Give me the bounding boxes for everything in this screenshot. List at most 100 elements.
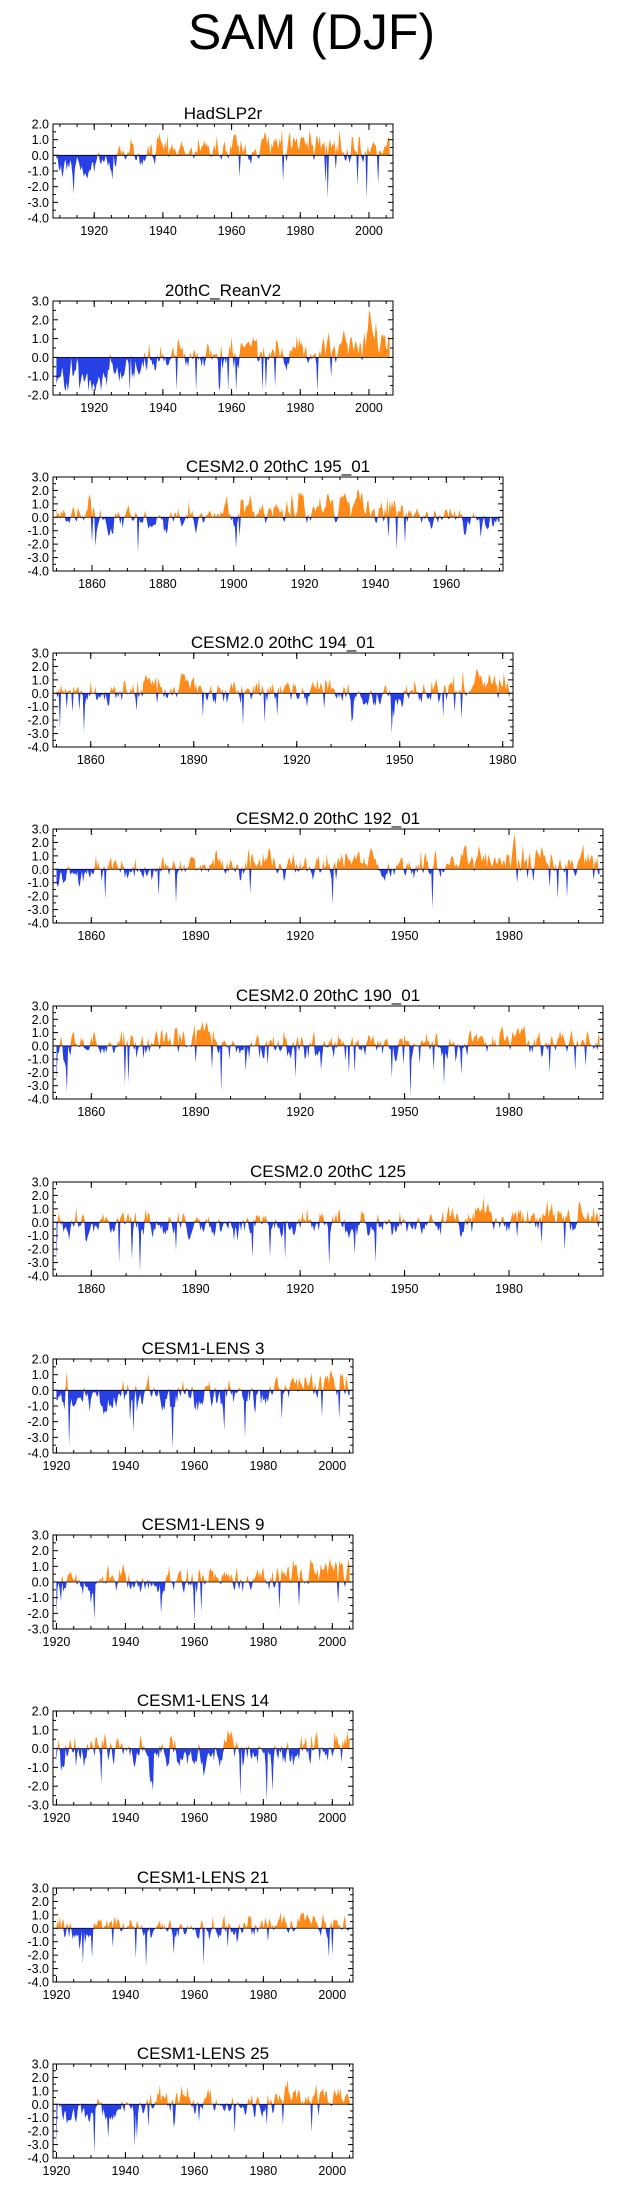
y-tick-label: -3.0 (27, 2138, 49, 2152)
x-tick-label: 1920 (80, 401, 108, 415)
x-tick-label: 1940 (112, 1988, 140, 2002)
x-tick-label: 1980 (249, 1811, 277, 1825)
y-tick-label: 0.0 (32, 1576, 49, 1590)
negative-anomaly-area (56, 2104, 350, 2153)
x-tick-label: 1860 (77, 929, 105, 943)
panel-title: CESM2.0 20thC 190_01 (236, 986, 420, 1005)
y-tick-label: 0.0 (32, 1216, 49, 1230)
y-tick-label: 0.0 (32, 1384, 49, 1398)
y-tick-label: -4.0 (27, 1447, 49, 1461)
panel-title: CESM1-LENS 14 (137, 1691, 269, 1710)
panel-title: 20thC_ReanV2 (165, 281, 281, 300)
x-tick-label: 1860 (77, 1105, 105, 1119)
x-tick-label: 1980 (249, 1635, 277, 1649)
y-tick-label: 3.0 (32, 647, 49, 661)
x-tick-label: 1980 (249, 2164, 277, 2178)
x-tick-label: 1920 (283, 753, 311, 767)
x-tick-label: 2000 (318, 2164, 346, 2178)
plot-frame (52, 1358, 354, 1454)
panel-title: HadSLP2r (184, 104, 263, 123)
x-tick-label: 1950 (386, 753, 414, 767)
y-tick-label: -1.0 (27, 1229, 49, 1243)
y-tick-label: 1.0 (32, 332, 49, 346)
y-tick-label: 0.0 (32, 1742, 49, 1756)
negative-anomaly-area (56, 1748, 350, 1802)
y-tick-label: -2.0 (27, 1607, 49, 1621)
x-tick-label: 1920 (286, 1105, 314, 1119)
panel-title: CESM2.0 20thC 195_01 (186, 457, 370, 476)
x-tick-label: 1920 (291, 577, 319, 591)
y-tick-label: -3.0 (27, 903, 49, 917)
x-tick-label: 1980 (249, 1988, 277, 2002)
x-tick-label: 1980 (495, 929, 523, 943)
plot-frame (52, 1005, 604, 1100)
y-tick-label: -1.0 (27, 1591, 49, 1605)
y-tick-label: 3.0 (32, 2058, 49, 2072)
y-tick-label: -4.0 (27, 1976, 49, 1990)
y-tick-label: 1.0 (32, 849, 49, 863)
y-tick-label: -2.0 (27, 890, 49, 904)
y-tick-label: 1.0 (32, 2084, 49, 2098)
negative-anomaly-area (56, 869, 600, 909)
y-tick-label: 3.0 (32, 1176, 49, 1190)
panel-title: CESM2.0 20thC 125 (250, 1162, 406, 1181)
positive-anomaly-area (56, 1022, 600, 1046)
panel-title: CESM1-LENS 3 (142, 1339, 265, 1358)
x-tick-label: 1960 (180, 1635, 208, 1649)
y-tick-label: 0.0 (32, 1039, 49, 1053)
panel-title: CESM1-LENS 9 (142, 1515, 265, 1534)
y-tick-label: 3.0 (32, 1529, 49, 1543)
y-tick-label: 1.0 (32, 133, 49, 147)
x-tick-label: 1940 (149, 401, 177, 415)
negative-anomaly-area (56, 1390, 350, 1450)
x-tick-label: 1940 (112, 1811, 140, 1825)
y-tick-label: -3.0 (27, 1431, 49, 1445)
negative-anomaly-area (56, 1928, 350, 1967)
x-tick-label: 1960 (180, 1988, 208, 2002)
x-tick-label: 1940 (362, 577, 390, 591)
plot-frame (52, 1181, 604, 1277)
y-tick-label: 0.0 (32, 2098, 49, 2112)
y-tick-label: -2.0 (27, 2125, 49, 2139)
x-tick-label: 2000 (318, 1988, 346, 2002)
panel-9: CESM1-LENS 9 3.02.0 1.0 0.0-1.0 -2.0 -3.01920… (27, 1515, 354, 1649)
y-tick-label: 1.0 (32, 673, 49, 687)
x-tick-label: 1980 (286, 224, 314, 238)
y-tick-label: 1.0 (32, 497, 49, 511)
panel-1: HadSLP2r 2.01.0 0.0 -1.0-2.0 -3.0 -4.0 1920 194… (27, 104, 394, 238)
y-tick-label: 3.0 (32, 471, 49, 485)
x-tick-label: 1920 (43, 1459, 71, 1473)
y-tick-label: -1.0 (27, 2111, 49, 2125)
panel-title: CESM2.0 20thC 192_01 (236, 809, 420, 828)
y-tick-label: 0.0 (32, 687, 49, 701)
plot-frame (52, 123, 394, 219)
x-tick-label: 1980 (249, 1459, 277, 1473)
x-tick-label: 1890 (180, 753, 208, 767)
positive-anomaly-area (56, 1558, 350, 1582)
y-tick-label: 1.0 (32, 1368, 49, 1382)
y-tick-label: 0.0 (32, 351, 49, 365)
panel-title: CESM2.0 20thC 194_01 (191, 633, 375, 652)
positive-anomaly-area (56, 1729, 350, 1749)
y-tick-label: -2.0 (27, 1066, 49, 1080)
y-tick-label: 1.0 (32, 1202, 49, 1216)
y-tick-label: 2.0 (32, 1895, 49, 1909)
y-tick-label: 3.0 (32, 823, 49, 837)
panel-6: CESM2.0 20thC 190_01 3.02.01.00.0-1.0-2.0… (27, 986, 604, 1119)
positive-anomaly-area (56, 1370, 350, 1391)
negative-anomaly-area (56, 1045, 600, 1097)
y-tick-label: -4.0 (27, 212, 49, 226)
plot-frame (52, 828, 604, 924)
y-tick-label: 2.0 (32, 313, 49, 327)
y-tick-label: 2.0 (32, 1013, 49, 1027)
y-tick-label: -2.0 (27, 1949, 49, 1963)
y-tick-label: 0.0 (32, 511, 49, 525)
x-tick-label: 1980 (495, 1282, 523, 1296)
x-tick-label: 1940 (112, 1635, 140, 1649)
panel-5: CESM2.0 20thC 192_01 3.02.01.00.0-1.0-2.0… (27, 809, 604, 943)
x-tick-label: 1960 (218, 224, 246, 238)
y-tick-label: 3.0 (32, 1882, 49, 1896)
x-tick-label: 2000 (318, 1459, 346, 1473)
y-tick-label: 2.0 (32, 836, 49, 850)
